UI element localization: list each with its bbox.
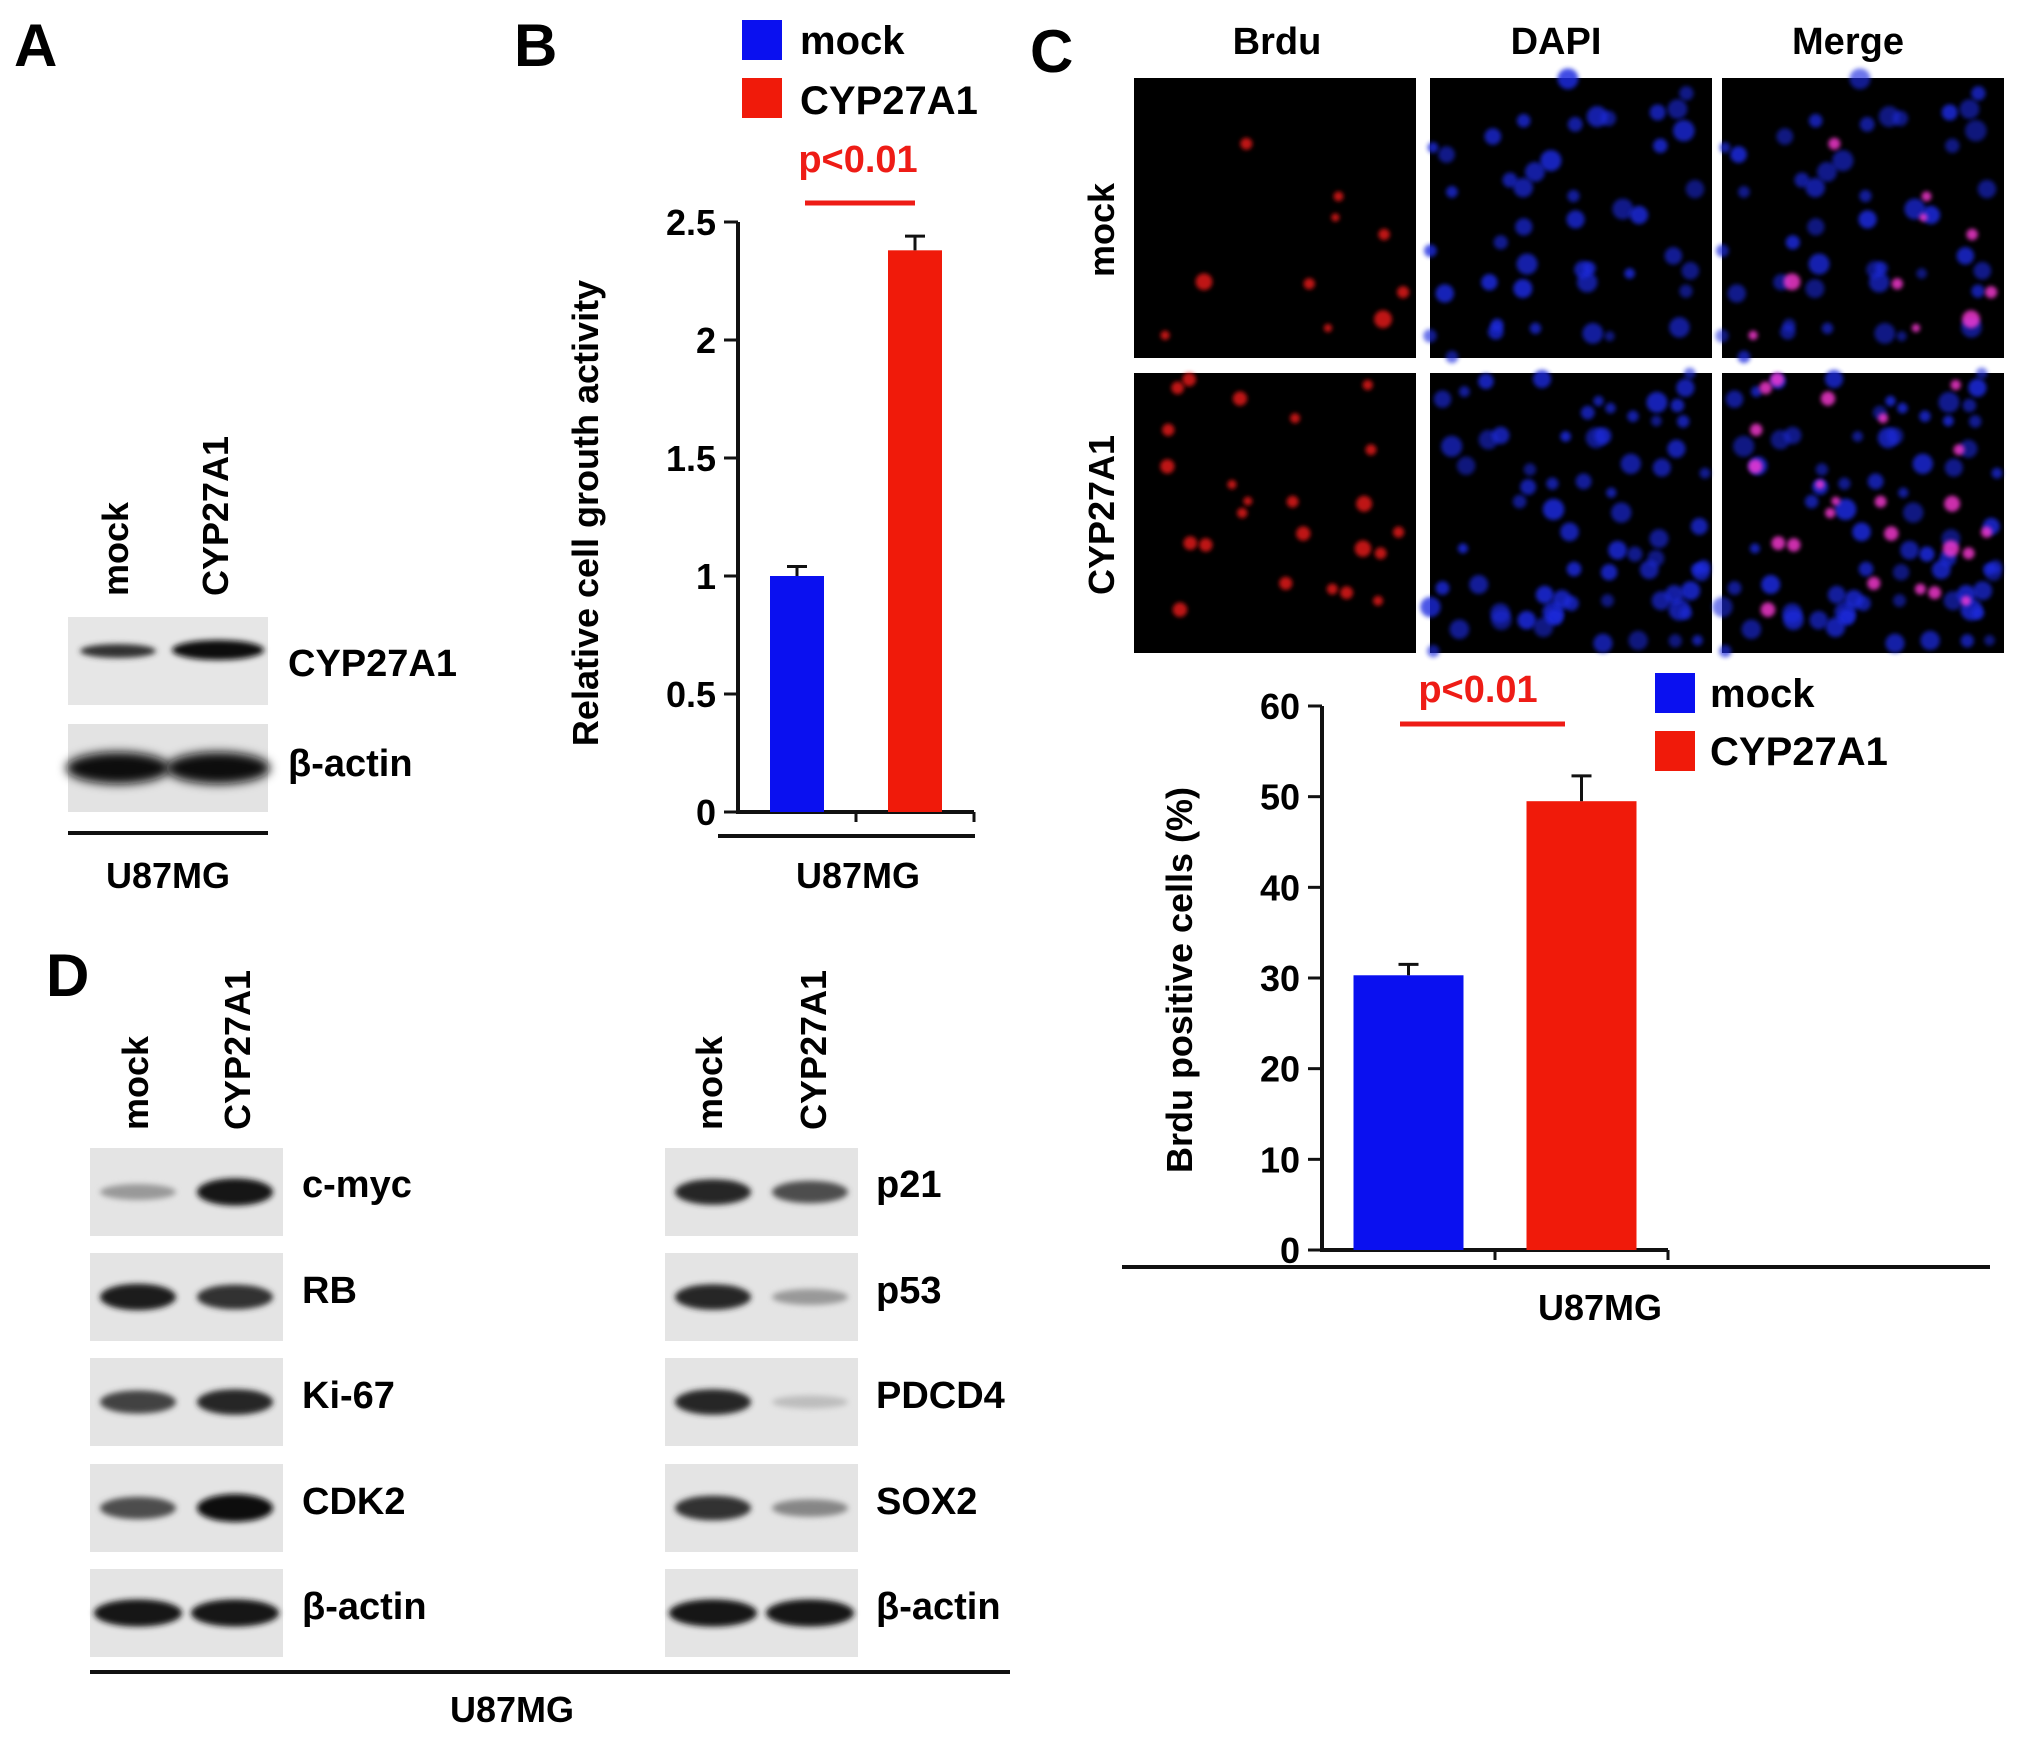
- panelB-chart: 0 0.5 1 1.5 2 2.5: [666, 202, 976, 833]
- panelA-lane-label-cyp27a1: CYP27A1: [195, 436, 236, 596]
- panelB-bar-mock: [770, 576, 824, 812]
- panelC-legend-swatch-cyp27a1: [1655, 731, 1695, 771]
- panelA-blot-cyp27a1: [68, 617, 268, 705]
- panelB-y-tick-label: 0.5: [666, 674, 716, 715]
- panelD-right-blot-0: [665, 1148, 858, 1236]
- micrograph-mock-merge: [1715, 68, 2004, 364]
- panelD-left-blot-1: [90, 1253, 283, 1341]
- panelC-y-tick-label: 10: [1260, 1139, 1300, 1180]
- panel-letter-b: B: [514, 12, 557, 79]
- panelD-right-blot-label-3: SOX2: [876, 1481, 977, 1523]
- panelA-blot-label-cyp27a1: CYP27A1: [288, 643, 457, 685]
- panelD-left-blot-label-1: RB: [302, 1270, 357, 1312]
- panelC-legend: mock CYP27A1: [1655, 672, 1888, 774]
- panelD-right-blot-label-2: PDCD4: [876, 1375, 1005, 1417]
- panelB-ylabel: Relative cell grouth activity: [565, 280, 606, 746]
- panelC-micrographs: [1134, 68, 2004, 658]
- panelB-significance: p<0.01: [798, 139, 917, 181]
- panelD-right-blot-label-0: p21: [876, 1164, 941, 1206]
- panelA-lane-labels: mock CYP27A1: [95, 436, 236, 596]
- panelB-legend-swatch-cyp27a1: [742, 78, 782, 118]
- panelD-right-blot-2: [665, 1358, 858, 1446]
- panelD-right-blot-label-4: β-actin: [876, 1586, 1001, 1628]
- panelC-bar-cyp27a1: [1526, 801, 1637, 1250]
- panelB-legend-cyp27a1: CYP27A1: [800, 79, 978, 123]
- panelD-right-lane-label-mock: mock: [689, 1035, 730, 1130]
- panelB-legend-swatch-mock: [742, 20, 782, 60]
- panelB-cell-line: U87MG: [796, 855, 920, 896]
- micrograph-mock-brdu: [1134, 78, 1416, 358]
- panelC-y-tick-label: 50: [1260, 777, 1300, 818]
- panelC-y-tick-label: 0: [1280, 1230, 1300, 1271]
- panelD-right-lane-label-cyp27a1: CYP27A1: [793, 970, 834, 1130]
- panelB-y-tick-label: 2.5: [666, 202, 716, 243]
- panelD-left-blot-0: [90, 1148, 283, 1236]
- panel-letter-a: A: [14, 12, 57, 79]
- panelD-right-blot-1: [665, 1253, 858, 1341]
- panelB-bar-cyp27a1: [888, 250, 942, 812]
- panelD-left-blot-label-2: Ki-67: [302, 1375, 395, 1417]
- panelC-col-label-merge: Merge: [1792, 21, 1904, 63]
- panelC-col-label-dapi: DAPI: [1511, 21, 1602, 63]
- panelD-left-lane-label-mock: mock: [115, 1035, 156, 1130]
- panelC-legend-mock: mock: [1710, 672, 1815, 716]
- panelC-y-tick-label: 30: [1260, 958, 1300, 999]
- panelC-bar-mock: [1353, 975, 1464, 1250]
- panelC-col-label-brdu: Brdu: [1233, 21, 1322, 63]
- panel-letter-c: C: [1030, 18, 1073, 85]
- panelD-left-blot-label-0: c-myc: [302, 1164, 412, 1206]
- panelC-row-label-cyp27a1: CYP27A1: [1081, 435, 1122, 595]
- panelC-y-tick-label: 60: [1260, 686, 1300, 727]
- panelD-right-blot-label-1: p53: [876, 1270, 941, 1312]
- panel-letter-d: D: [46, 942, 89, 1009]
- panelB-legend: mock CYP27A1: [742, 19, 978, 123]
- panelD-left-lane-label-cyp27a1: CYP27A1: [217, 970, 258, 1130]
- panelD-left-blot-3: [90, 1464, 283, 1552]
- panelA-blot-label-actin: β-actin: [288, 743, 413, 785]
- panelD-blots: [90, 1148, 858, 1657]
- panelB-legend-mock: mock: [800, 19, 905, 63]
- panelD-left-blot-2: [90, 1358, 283, 1446]
- panelD-left-blot-label-4: β-actin: [302, 1586, 427, 1628]
- panelC-cell-line: U87MG: [1538, 1287, 1662, 1328]
- panelC-ylabel: Brdu positive cells (%): [1159, 787, 1200, 1173]
- panelC-significance: p<0.01: [1418, 669, 1537, 711]
- panelD-right-blot-4: [665, 1569, 858, 1657]
- panelC-legend-swatch-mock: [1655, 673, 1695, 713]
- panelA-blot-actin: [66, 724, 270, 812]
- panelA-cell-line: U87MG: [106, 855, 230, 896]
- panelB-y-tick-label: 0: [696, 792, 716, 833]
- panelC-row-label-mock: mock: [1081, 182, 1122, 277]
- panelC-legend-cyp27a1: CYP27A1: [1710, 730, 1888, 774]
- panelA-lane-label-mock: mock: [95, 501, 136, 596]
- panelD-cell-line: U87MG: [450, 1689, 574, 1730]
- panelD-left-blot-label-3: CDK2: [302, 1481, 405, 1523]
- micrograph-cyp27a1-dapi: [1420, 367, 1712, 658]
- panelB-y-tick-label: 1.5: [666, 438, 716, 479]
- panelC-y-tick-label: 40: [1260, 867, 1300, 908]
- micrograph-cyp27a1-merge: [1712, 367, 2004, 658]
- panelB-y-tick-label: 2: [696, 320, 716, 361]
- panelC-chart: 0 10 20 30 40 50 60: [1260, 686, 1670, 1271]
- panelB-y-tick-label: 1: [696, 556, 716, 597]
- micrograph-mock-dapi: [1423, 68, 1712, 364]
- panelC-y-tick-label: 20: [1260, 1049, 1300, 1090]
- panelD-right-blot-3: [665, 1464, 858, 1552]
- panelD-left-blot-4: [90, 1569, 283, 1657]
- micrograph-cyp27a1-brdu: [1134, 372, 1416, 653]
